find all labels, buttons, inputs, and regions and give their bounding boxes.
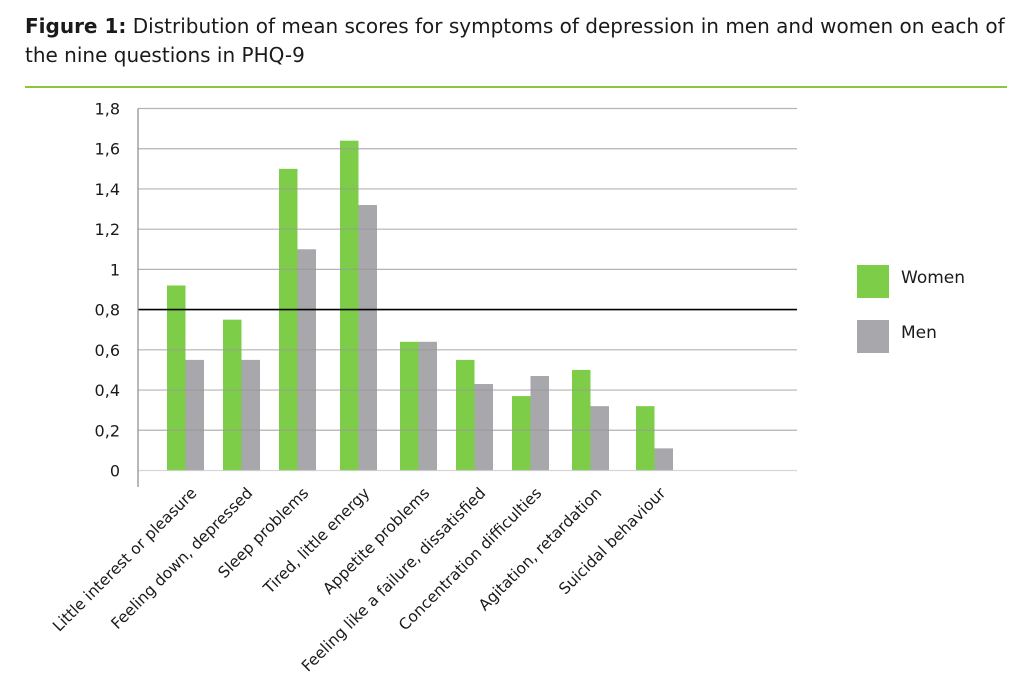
y-tick-label: 1 xyxy=(110,260,120,279)
bar-women xyxy=(223,319,242,471)
bar-women xyxy=(167,285,186,471)
y-tick-label: 1,4 xyxy=(95,180,120,199)
bar-women xyxy=(636,406,655,471)
bar-men xyxy=(241,359,260,471)
bar-men xyxy=(654,448,673,471)
bar-men xyxy=(418,341,437,471)
y-tick-label: 0,4 xyxy=(95,381,120,400)
legend-swatch-women xyxy=(857,265,889,298)
bar-women xyxy=(572,369,591,471)
legend-label-men: Men xyxy=(901,323,937,343)
figure-title: Figure 1: Distribution of mean scores fo… xyxy=(25,12,1005,70)
legend-swatch-men xyxy=(857,320,889,353)
bar-women xyxy=(512,396,531,471)
bar-men xyxy=(474,384,493,471)
y-tick-label: 1,8 xyxy=(95,100,120,119)
title-divider xyxy=(25,86,1007,88)
y-tick-label: 0,8 xyxy=(95,301,120,320)
bar-women xyxy=(456,359,475,471)
figure-caption: Distribution of mean scores for symptoms… xyxy=(25,14,1005,67)
x-tick-label: Appetite problems xyxy=(320,484,434,598)
figure-label: Figure 1: xyxy=(25,14,127,38)
bar-men xyxy=(297,249,316,471)
bar-men xyxy=(185,359,204,471)
x-tick-label: Suicidal behaviour xyxy=(555,484,669,598)
x-tick-label: Agitation, retardation xyxy=(475,484,605,614)
y-tick-label: 0,2 xyxy=(95,421,120,440)
x-tick-label: Tired, little energy xyxy=(259,484,373,598)
bar-women xyxy=(340,140,359,471)
bar-women xyxy=(400,341,419,471)
legend-label-women: Women xyxy=(901,268,965,288)
y-tick-label: 0 xyxy=(110,462,120,481)
y-tick-label: 0,6 xyxy=(95,341,120,360)
bar-men xyxy=(530,375,549,471)
y-tick-label: 1,6 xyxy=(95,140,120,159)
bar-men xyxy=(358,205,377,471)
bar-men xyxy=(590,406,609,471)
bar-women xyxy=(279,168,298,471)
y-tick-label: 1,2 xyxy=(95,220,120,239)
